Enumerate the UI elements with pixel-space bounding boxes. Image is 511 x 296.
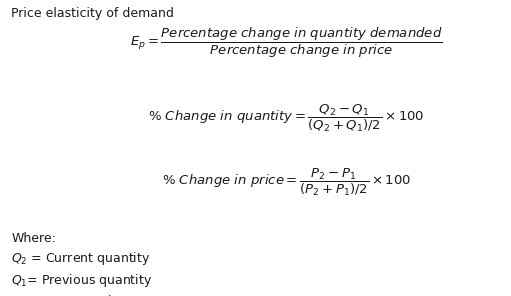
Text: $Q_2$ = Current quantity: $Q_2$ = Current quantity (11, 250, 151, 267)
Text: $E_p = \dfrac{\mathit{Percentage\ change\ in\ quantity\ demanded}}{\mathit{Perce: $E_p = \dfrac{\mathit{Percentage\ change… (130, 26, 443, 60)
Text: Where:: Where: (11, 232, 56, 245)
Text: $\mathit{\%\ Change\ in\ quantity} = \dfrac{Q_2 - Q_1}{(Q_2 + Q_1)/2} \times 100: $\mathit{\%\ Change\ in\ quantity} = \df… (148, 103, 424, 134)
Text: $P_2$ = Current price: $P_2$ = Current price (11, 293, 127, 296)
Text: $\mathit{\%\ Change\ in\ price} = \dfrac{P_2 - P_1}{(P_2 + P_1)/2} \times 100$: $\mathit{\%\ Change\ in\ price} = \dfrac… (161, 166, 411, 198)
Text: Price elasticity of demand: Price elasticity of demand (11, 7, 174, 20)
Text: $Q_1$= Previous quantity: $Q_1$= Previous quantity (11, 272, 152, 289)
